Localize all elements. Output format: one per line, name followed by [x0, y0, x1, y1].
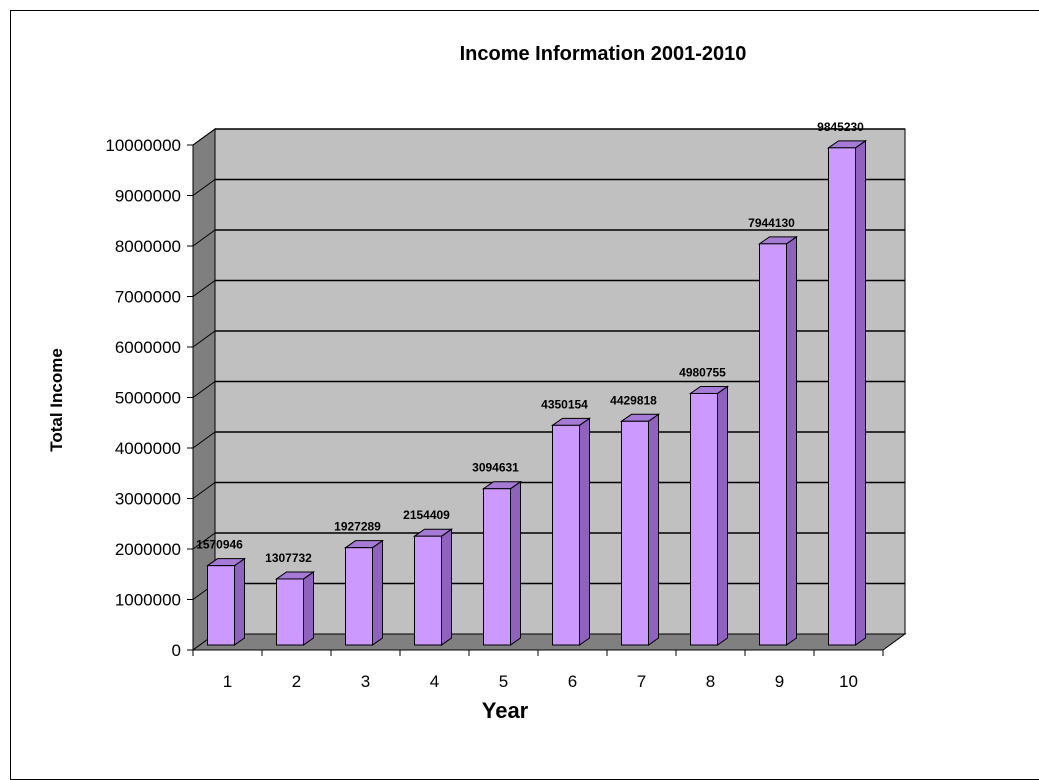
bar-front — [483, 488, 511, 646]
data-label: 1570946 — [196, 538, 243, 552]
bar-side — [786, 235, 797, 646]
x-tick-label: 9 — [775, 672, 784, 691]
gridline-side — [192, 179, 216, 196]
data-label: 2154409 — [403, 508, 450, 522]
bar — [688, 385, 730, 646]
bar-side — [648, 413, 659, 646]
y-tick-label: 10000000 — [105, 136, 181, 155]
y-tick-label: 1000000 — [115, 591, 181, 610]
gridline-side — [192, 229, 216, 247]
gridline-side — [192, 280, 216, 297]
data-label: 7944130 — [748, 216, 795, 230]
data-label: 9845230 — [817, 120, 864, 134]
data-label: 3094631 — [472, 461, 519, 475]
x-tick-label: 5 — [499, 672, 508, 691]
x-axis-title: Year — [482, 698, 529, 723]
chart-title: Income Information 2001-2010 — [460, 43, 747, 65]
x-tick-label: 1 — [223, 672, 232, 691]
gridline-side — [192, 482, 216, 499]
bar-side — [579, 417, 590, 646]
bar-side — [441, 528, 452, 646]
data-label: 4350154 — [541, 397, 588, 411]
gridline-side — [192, 381, 216, 398]
y-axis: 0 1000000 2000000 3000000 4000000 5000000 6000… — [105, 136, 194, 660]
x-tick-label: 10 — [839, 672, 858, 691]
bar-front — [414, 535, 442, 646]
y-axis-title: Total Income — [47, 348, 66, 452]
y-tick-label: 7000000 — [115, 288, 181, 307]
data-label: 1927289 — [334, 520, 381, 534]
bar-front — [759, 243, 787, 646]
bar-front — [276, 578, 304, 646]
bars — [205, 139, 868, 646]
bar-front — [552, 424, 580, 646]
bar-front — [621, 420, 649, 646]
bar-side — [510, 480, 521, 646]
x-tick-label: 8 — [706, 672, 715, 691]
x-axis: 1 2 3 4 5 6 7 8 9 10 — [192, 649, 884, 691]
bar-side — [717, 385, 728, 646]
x-tick-label: 2 — [292, 672, 301, 691]
gridline-side — [192, 431, 216, 449]
bar — [757, 235, 799, 646]
data-labels: 1570946 1307732 1927289 2154409 3094631 43501… — [196, 120, 864, 565]
bar-side — [372, 539, 383, 646]
bar-side — [855, 139, 866, 646]
bar-front — [345, 547, 373, 646]
y-tick-label: 9000000 — [115, 187, 181, 206]
bar-front — [690, 392, 718, 646]
bar — [550, 417, 592, 646]
bar — [412, 528, 454, 646]
bar-front — [207, 565, 235, 646]
gridline-side — [192, 330, 216, 348]
y-tick-label: 2000000 — [115, 540, 181, 559]
bar — [205, 557, 247, 646]
data-label: 1307732 — [265, 551, 312, 565]
y-tick-label: 5000000 — [115, 389, 181, 408]
bar — [343, 539, 385, 646]
x-tick-label: 6 — [568, 672, 577, 691]
data-label: 4980755 — [679, 365, 726, 379]
gridline-side — [192, 128, 216, 146]
gridline-side — [192, 532, 216, 550]
bar — [826, 139, 868, 646]
y-tick-label: 6000000 — [115, 338, 181, 357]
bar-side — [303, 570, 314, 646]
x-tick-label: 7 — [637, 672, 646, 691]
y-tick-label: 0 — [172, 641, 181, 660]
bar — [619, 413, 661, 646]
x-tick-label: 4 — [430, 672, 439, 691]
bar-front — [828, 147, 856, 646]
bar-side — [234, 557, 245, 646]
y-tick-label: 8000000 — [115, 237, 181, 256]
y-tick-label: 3000000 — [115, 490, 181, 509]
x-tick-label: 3 — [361, 672, 370, 691]
y-tick-label: 4000000 — [115, 439, 181, 458]
bar — [274, 570, 316, 646]
bar — [481, 480, 523, 646]
data-label: 4429818 — [610, 393, 657, 407]
